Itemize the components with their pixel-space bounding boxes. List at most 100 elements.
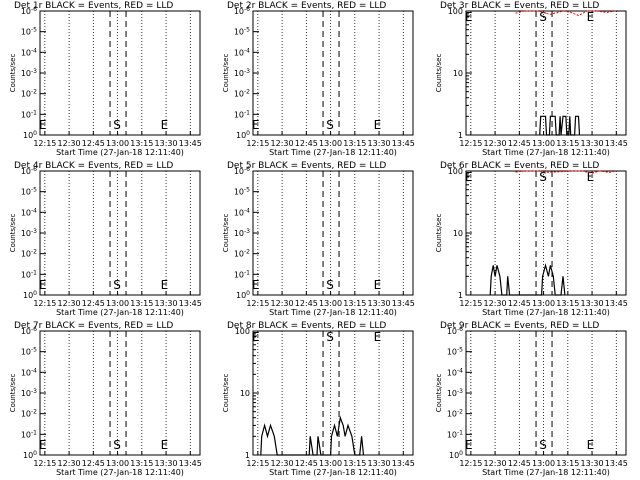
x-tick-label: 13:45 (179, 459, 202, 468)
y-tick-label: 10-3 (234, 68, 250, 78)
start-marker-label: S (326, 330, 334, 344)
end-marker-label: E (161, 118, 169, 132)
x-tick-label: 12:45 (508, 139, 531, 148)
y-tick-label: 10 (453, 229, 463, 238)
x-tick-label: 12:45 (508, 459, 531, 468)
y-tick-label: 10-6 (21, 326, 37, 336)
start-marker-label: S (113, 278, 121, 292)
plot-frame (465, 170, 627, 296)
y-tick-label: 10-6 (234, 6, 250, 16)
y-tick-label: 10-1 (447, 429, 463, 439)
x-tick-label: 12:30 (484, 459, 507, 468)
edge-marker-label: E (252, 330, 260, 344)
y-tick-label: 100 (449, 450, 463, 460)
edge-marker-label: E (39, 278, 47, 292)
start-marker-label: S (113, 118, 121, 132)
x-tick-label: 13:00 (319, 459, 342, 468)
x-axis-label: Start Time (27-Jan-18 12:11:40) (56, 308, 184, 317)
plot-frame (39, 170, 201, 296)
y-tick-label: 100 (23, 130, 37, 140)
x-tick-label: 12:30 (58, 459, 81, 468)
y-tick-label: 100 (23, 290, 37, 300)
x-tick-label: 13:30 (581, 459, 604, 468)
y-axis-label: Counts/sec (222, 374, 230, 413)
y-axis-label: Counts/sec (435, 374, 443, 413)
plot-frame (252, 10, 414, 136)
y-tick-label: 100 (236, 130, 250, 140)
x-tick-label: 13:15 (130, 299, 153, 308)
x-tick-label: 13:30 (155, 139, 178, 148)
x-axis-label: Start Time (27-Jan-18 12:11:40) (269, 468, 397, 477)
x-tick-label: 13:00 (532, 139, 555, 148)
plot-frame (39, 10, 201, 136)
x-tick-label: 12:15 (459, 299, 482, 308)
panel-title: Det 3r BLACK = Events, RED = LLD (440, 1, 599, 11)
y-axis-label: Counts/sec (435, 54, 443, 93)
y-tick-label: 10-3 (21, 68, 37, 78)
x-tick-label: 12:15 (33, 139, 56, 148)
end-marker-label: E (161, 438, 169, 452)
x-axis-label: Start Time (27-Jan-18 12:11:40) (482, 308, 610, 317)
panel-title: Det 2r BLACK = Events, RED = LLD (227, 1, 386, 11)
y-tick-label: 10 (240, 389, 250, 398)
start-marker-label: S (539, 438, 547, 452)
y-tick-label: 10-3 (447, 388, 463, 398)
y-tick-label: 10-5 (21, 27, 37, 37)
y-tick-label: 10-4 (234, 47, 250, 57)
y-tick-label: 10-4 (234, 207, 250, 217)
start-marker-label: S (326, 118, 334, 132)
y-tick-label: 10-5 (234, 27, 250, 37)
y-tick-label: 10-2 (234, 89, 250, 99)
x-tick-label: 13:45 (179, 139, 202, 148)
x-tick-label: 13:00 (532, 299, 555, 308)
x-tick-label: 13:15 (130, 139, 153, 148)
x-tick-label: 12:15 (459, 459, 482, 468)
x-tick-label: 12:45 (295, 139, 318, 148)
x-tick-label: 13:30 (581, 139, 604, 148)
edge-marker-label: E (252, 278, 260, 292)
y-tick-label: 10-2 (21, 89, 37, 99)
y-tick-label: 10-2 (234, 249, 250, 259)
x-tick-label: 13:00 (106, 459, 129, 468)
x-tick-label: 13:30 (155, 299, 178, 308)
start-marker-label: S (539, 10, 547, 24)
start-marker-label: S (539, 170, 547, 184)
edge-marker-label: E (39, 438, 47, 452)
x-tick-label: 12:15 (246, 299, 269, 308)
x-tick-label: 13:15 (556, 459, 579, 468)
y-tick-label: 10-1 (21, 429, 37, 439)
panel-title: Det 8r BLACK = Events, RED = LLD (227, 321, 386, 331)
y-tick-label: 10-6 (21, 6, 37, 16)
x-tick-label: 12:45 (295, 459, 318, 468)
x-tick-label: 12:45 (82, 139, 105, 148)
y-tick-label: 10-6 (447, 326, 463, 336)
x-tick-label: 12:30 (484, 139, 507, 148)
x-tick-label: 13:45 (605, 139, 628, 148)
end-marker-label: E (374, 278, 382, 292)
panel-title: Det 4r BLACK = Events, RED = LLD (14, 161, 173, 171)
x-tick-label: 13:00 (106, 299, 129, 308)
x-tick-label: 13:15 (343, 299, 366, 308)
y-tick-label: 10-2 (21, 249, 37, 259)
y-axis-label: Counts/sec (9, 374, 17, 413)
y-tick-label: 100 (448, 7, 463, 16)
x-axis-label: Start Time (27-Jan-18 12:11:40) (56, 148, 184, 157)
panel-title: Det 6r BLACK = Events, RED = LLD (440, 161, 599, 171)
x-tick-label: 12:15 (33, 459, 56, 468)
plot-frame (252, 330, 414, 456)
y-tick-label: 10-5 (21, 187, 37, 197)
x-tick-label: 12:45 (295, 299, 318, 308)
series-events (489, 263, 566, 296)
y-tick-label: 10-5 (447, 347, 463, 357)
x-tick-label: 13:30 (368, 299, 391, 308)
x-tick-label: 12:45 (82, 299, 105, 308)
plot-frame (465, 330, 627, 456)
y-tick-label: 10-3 (21, 228, 37, 238)
y-tick-label: 10 (453, 69, 463, 78)
end-marker-label: E (587, 438, 595, 452)
y-tick-label: 10-2 (447, 409, 463, 419)
y-tick-label: 10-4 (21, 207, 37, 217)
